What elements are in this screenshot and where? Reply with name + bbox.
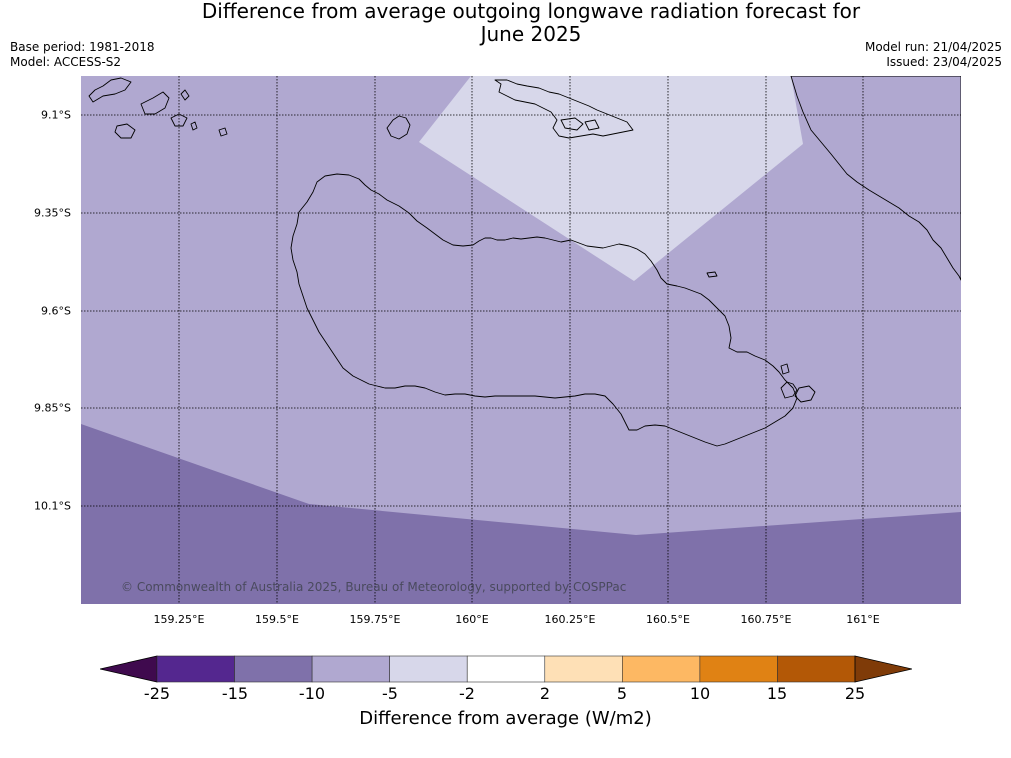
colorbar-tick: 25 [844,684,866,703]
colorbar-tick: 5 [616,684,628,703]
islet-central [706,271,718,278]
lon-label: 160.25°E [544,613,596,626]
map-panel [81,75,962,604]
lon-label: 159.5°E [255,613,299,626]
lon-label: 159.75°E [349,613,401,626]
colorbar-bin [311,655,390,683]
colorbar-bin [234,655,313,683]
island-savo [386,115,411,140]
issued-date: Issued: 23/04/2025 [886,55,1002,69]
islet-east-3 [780,363,790,375]
lat-label: 9.85°S [34,401,71,415]
colorbar-tick: -25 [143,684,171,703]
island-malaita [790,75,962,281]
gridlines [81,76,961,604]
islet-nw-5 [218,127,228,137]
colorbar-bin [466,655,546,683]
lon-label: 159.25°E [153,613,205,626]
colorbar-tick: 10 [689,684,711,703]
islet-east-1 [780,381,798,399]
islet-florida-1 [560,117,584,131]
colorbar-bin [156,655,235,683]
islet-nw-4 [180,89,190,101]
colorbar-tick: -10 [298,684,326,703]
islet-florida-2 [584,119,600,131]
colorbar-extend-left [100,655,158,683]
colorbar-bin [777,655,856,683]
islet-nw-2 [114,123,136,139]
colorbar-bins [156,655,856,683]
base-period: Base period: 1981-2018 [10,40,155,54]
model-run: Model run: 21/04/2025 [864,40,1002,54]
metadata-left: Base period: 1981-2018 Model: ACCESS-S2 [10,40,155,70]
colorbar-bin [389,655,468,683]
lat-label: 9.35°S [34,206,71,220]
model-name: Model: ACCESS-S2 [10,55,122,69]
colorbar-tick: 15 [766,684,788,703]
lon-label: 160°E [455,613,489,626]
shading-minus2-to-minus5 [419,76,803,281]
colorbar-bin [544,655,623,683]
lat-label: 10.1°S [34,499,71,513]
lon-label: 160.75°E [740,613,792,626]
islands-russell [88,77,132,103]
title-line-2: June 2025 [480,22,582,46]
island-guadalcanal [290,173,798,447]
islet-nw-6 [190,121,198,131]
shading-minus10-to-minus15 [81,424,961,604]
lat-label: 9.6°S [41,304,71,318]
map-svg [81,75,962,604]
colorbar-tick: -5 [382,684,398,703]
lon-label: 160.5°E [646,613,690,626]
colorbar-tick: 2 [539,684,551,703]
islet-nw-3 [170,113,188,127]
colorbar-tick: -2 [459,684,475,703]
islet-nw-1 [140,91,170,115]
copyright-notice: © Commonwealth of Australia 2025, Bureau… [121,580,627,594]
islet-east-2 [794,385,816,403]
colorbar-label: Difference from average (W/m2) [359,708,652,729]
lat-label: 9.1°S [41,108,71,122]
colorbar-bin [699,655,778,683]
colorbar-extend-right [854,655,912,683]
metadata-right: Model run: 21/04/2025 Issued: 23/04/2025 [865,40,1002,70]
title-line-1: Difference from average outgoing longwav… [201,0,861,23]
islands-florida [494,79,634,139]
colorbar-bin [622,655,701,683]
lon-label: 161°E [846,613,880,626]
coastlines [88,75,962,447]
colorbar-tick: -15 [221,684,249,703]
colorbar [100,655,912,683]
chart-title: Difference from average outgoing longwav… [150,0,912,46]
